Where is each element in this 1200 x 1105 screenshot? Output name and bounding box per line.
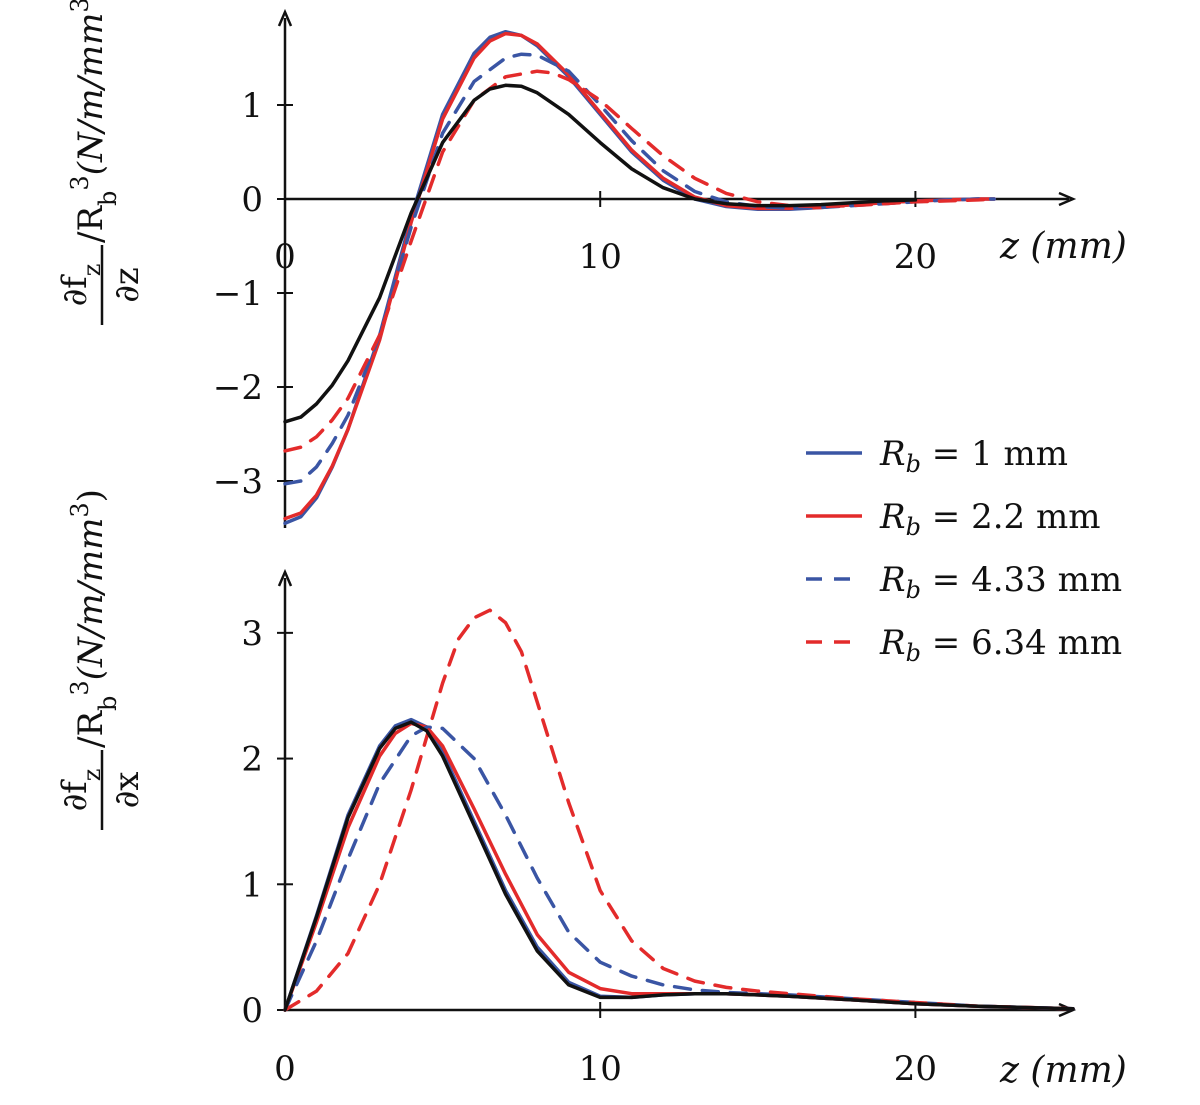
series-line-r-b-2.2-mm — [283, 721, 1075, 1012]
top-x-axis-title: z (mm) — [999, 226, 1127, 267]
ylabel-denominator: ∂z — [107, 267, 147, 303]
top-y-axis-label: ∂fz ∂z /Rb3(N/m/mm3) — [55, 0, 147, 325]
bottom-y-axis-label: ∂fz ∂x /Rb3(N/m/mm3) — [55, 489, 147, 830]
legend: Rb = 1 mm Rb = 2.2 mm Rb = 4.33 mm Rb = 6.3… — [806, 434, 1122, 667]
bottom-ticks: 0 1 2 3 0 10 20 — [241, 614, 937, 1089]
y-tick-label: 0 — [241, 991, 263, 1031]
svg-text:/Rb3(N/m/mm3): /Rb3(N/m/mm3) — [66, 489, 122, 748]
legend-label: Rb = 1 mm — [879, 434, 1068, 478]
ylabel-numerator: ∂f — [55, 779, 95, 812]
series-line-r-b-4.33-mm — [283, 725, 1075, 1012]
y-tick-label: −3 — [213, 462, 263, 502]
y-axis-arrowhead — [277, 8, 293, 27]
x-tick-label: 10 — [579, 1049, 622, 1089]
bottom-series — [283, 608, 1075, 1012]
x-tick-label: 0 — [274, 237, 296, 277]
legend-label: Rb = 2.2 mm — [879, 497, 1100, 541]
ylabel-numerator: ∂f — [55, 274, 95, 307]
y-axis-arrowhead — [277, 568, 293, 587]
svg-text:∂fz: ∂fz — [55, 769, 106, 812]
y-tick-label: −1 — [213, 274, 263, 314]
series-line-reference — [283, 720, 1075, 1012]
x-tick-label: 0 — [274, 1049, 296, 1089]
x-tick-label: 20 — [894, 1049, 937, 1089]
x-tick-label: 20 — [894, 237, 937, 277]
x-axis-arrowhead — [1058, 191, 1077, 207]
series-line-reference — [283, 83, 918, 424]
series-line-r-b-4.33-mm — [283, 52, 996, 486]
y-tick-label: 3 — [241, 614, 263, 654]
bottom-panel: ∂fz ∂x /Rb3(N/m/mm3) 0 1 2 3 0 10 20 z (mm) — [55, 489, 1127, 1091]
y-tick-label: −2 — [213, 368, 263, 408]
y-tick-label: 1 — [241, 865, 263, 905]
legend-label: Rb = 6.34 mm — [879, 623, 1122, 667]
y-tick-label: 2 — [241, 740, 263, 780]
series-line-r-b-1-mm — [283, 717, 1075, 1012]
series-line-r-b-6.34-mm — [283, 608, 1075, 1012]
top-series — [283, 29, 996, 526]
svg-text:/Rb3(N/m/mm3): /Rb3(N/m/mm3) — [66, 0, 122, 243]
y-tick-label: 0 — [241, 180, 263, 220]
x-tick-label: 10 — [579, 237, 622, 277]
bottom-x-axis-title: z (mm) — [999, 1050, 1127, 1091]
ylabel-denominator: ∂x — [107, 772, 147, 809]
legend-label: Rb = 4.33 mm — [879, 560, 1122, 604]
y-tick-label: 1 — [241, 86, 263, 126]
svg-text:∂fz: ∂fz — [55, 264, 106, 307]
